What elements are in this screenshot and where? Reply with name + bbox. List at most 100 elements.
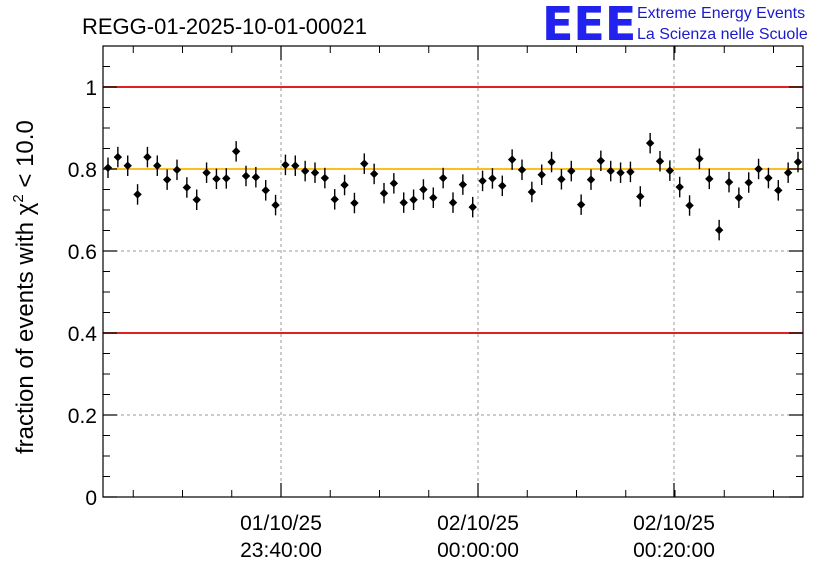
data-point (576, 200, 586, 209)
data-point (241, 171, 251, 181)
data-point (537, 170, 546, 179)
data-point (192, 195, 201, 204)
data-point (705, 174, 714, 184)
data-point (448, 198, 458, 207)
data-point (212, 174, 221, 184)
data-point (379, 188, 389, 198)
data-point (271, 200, 280, 210)
y-tick-label: 0.4 (68, 323, 98, 346)
data-point (655, 157, 665, 166)
data-points (103, 132, 803, 241)
eee-logo: EEE Extreme Energy Events La Scienza nel… (542, 0, 808, 51)
data-point (498, 181, 507, 191)
chart-title: REGG-01-2025-10-01-00021 (82, 14, 367, 39)
data-point (458, 180, 468, 189)
data-point (172, 165, 182, 175)
data-point (182, 183, 192, 192)
data-point (162, 175, 172, 184)
data-point (626, 167, 635, 177)
data-point (360, 159, 369, 168)
data-point (429, 193, 438, 202)
y-tick-label: 1 (85, 77, 97, 100)
y-axis-label-suffix: < 10.0 (12, 120, 39, 194)
y-axis-label: fraction of events with χ2 < 10.0 (10, 120, 39, 454)
plot-frame (102, 45, 804, 498)
logo-line-2: La Scienza nelle Scuole (637, 26, 808, 43)
data-point (300, 166, 310, 176)
x-tick-date: 02/10/25 (633, 512, 715, 535)
plot-area: 00.20.40.60.81 01/10/2523:40:0002/10/250… (68, 45, 804, 562)
data-point (113, 152, 123, 162)
data-point (557, 175, 566, 184)
logo-line-1: Extreme Energy Events (637, 5, 805, 22)
x-tick-time: 23:40:00 (240, 539, 322, 562)
data-point (281, 160, 290, 170)
y-tick-label: 0.8 (68, 159, 97, 182)
data-point (320, 173, 330, 183)
data-point (251, 173, 261, 182)
data-point (675, 182, 684, 192)
grid-lines (103, 46, 803, 497)
data-point (517, 165, 527, 175)
data-point (547, 157, 556, 167)
data-point (133, 190, 142, 199)
data-point (734, 193, 744, 202)
data-point (438, 173, 448, 183)
data-point (616, 168, 625, 177)
data-point (330, 195, 339, 204)
data-point (340, 180, 349, 190)
data-point (695, 154, 704, 163)
data-point (231, 147, 241, 156)
data-point (714, 225, 724, 235)
data-point (596, 156, 606, 165)
data-point (153, 161, 162, 170)
data-point (507, 155, 517, 164)
y-axis-label-exponent: 2 (10, 194, 27, 202)
data-point (488, 174, 497, 183)
x-tick-time: 00:20:00 (633, 539, 715, 562)
data-point (527, 187, 537, 197)
data-point (685, 201, 694, 210)
data-point (389, 179, 399, 188)
data-point (369, 169, 379, 179)
y-tick-label: 0.6 (68, 241, 97, 264)
y-tick-label: 0 (85, 487, 97, 510)
data-point (567, 166, 576, 176)
data-point (754, 164, 763, 174)
x-tick-date: 01/10/25 (240, 512, 322, 535)
data-point (222, 174, 231, 183)
x-axis-ticks: 01/10/25 23:40:00 02/10/25 00:00:00 02/10/25… (132, 46, 774, 562)
data-point (123, 161, 132, 170)
data-point (636, 192, 645, 201)
data-point (419, 185, 428, 194)
data-point (478, 176, 487, 186)
data-point (291, 161, 300, 170)
axes (102, 45, 804, 498)
data-point (724, 177, 734, 187)
y-axis-ticks: 0 0.2 0.4 0.6 0.8 1 (68, 66, 803, 510)
y-tick-label: 0.2 (68, 405, 97, 428)
data-point (103, 163, 113, 172)
data-point (774, 186, 783, 195)
data-point (586, 175, 596, 184)
data-point (645, 138, 655, 148)
reference-lines (103, 86, 803, 334)
data-point (744, 178, 753, 187)
logo-mark: EEE (542, 0, 636, 51)
data-point (764, 173, 773, 183)
data-point (793, 157, 803, 167)
data-point (399, 198, 408, 207)
data-point (261, 186, 270, 195)
data-point (310, 168, 320, 177)
x-tick-date: 02/10/25 (437, 512, 519, 535)
data-point (783, 168, 793, 177)
y-axis-label-prefix: fraction of events with (12, 215, 39, 454)
data-point (143, 152, 152, 162)
data-point (665, 166, 675, 175)
data-point (202, 168, 211, 177)
data-point (606, 166, 615, 176)
x-tick-time: 00:00:00 (437, 539, 519, 562)
data-point (409, 195, 418, 204)
data-point (468, 202, 477, 212)
